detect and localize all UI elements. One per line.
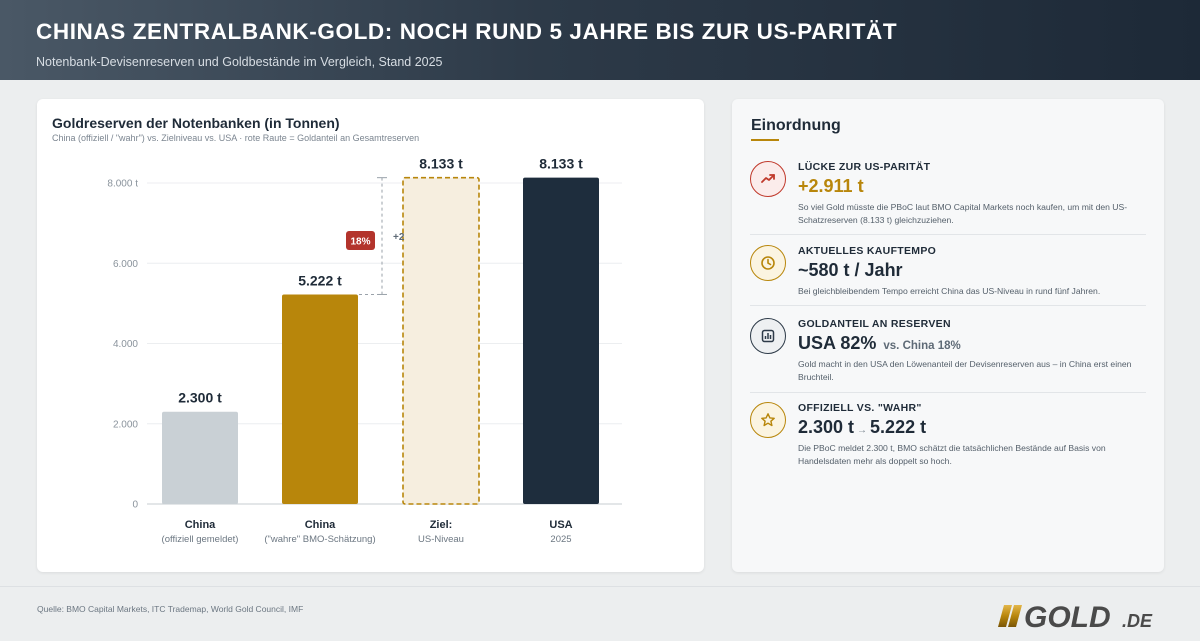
- bar-chart-icon: [750, 318, 786, 354]
- kpi-label: LÜCKE ZUR US-PARITÄT: [798, 161, 931, 173]
- kpi-value-official: 2.300 t: [798, 417, 855, 437]
- bar-value-label: 8.133 t: [419, 156, 463, 172]
- chart-card: 0 2.000 4.000 6.000 8.000 t 2.300 t China (offi…: [37, 99, 704, 572]
- y-tick-label: 4.000: [113, 339, 138, 350]
- kpi-description: So viel Gold müsste die PBoC laut BMO Ca…: [798, 202, 1128, 225]
- bar: [162, 411, 238, 504]
- bar-chart: 0 2.000 4.000 6.000 8.000 t 2.300 t China (offi…: [107, 156, 622, 545]
- footer-divider: [0, 586, 1200, 587]
- trend-up-icon: [750, 161, 786, 197]
- category-sublabel: ("wahre" BMO-Schätzung): [264, 534, 375, 545]
- y-tick-label: 0: [132, 500, 138, 511]
- title-underline: [751, 139, 779, 141]
- y-tick-label: 8.000 t: [107, 179, 138, 190]
- star-icon: [750, 402, 786, 438]
- kpi-value-compare: vs. China 18%: [883, 340, 961, 352]
- kpi-description: Die PBoC meldet 2.300 t, BMO schätzt die…: [798, 443, 1106, 466]
- kpi-description: Gold macht in den USA den Löwenanteil de…: [798, 359, 1132, 382]
- category-label: China: [185, 519, 216, 531]
- gap-label: +2: [393, 232, 405, 243]
- kpi-label: AKTUELLES KAUFTEMPO: [798, 245, 937, 257]
- divider: [750, 305, 1146, 306]
- logo-suffix: .DE: [1122, 611, 1153, 631]
- kpi-label: OFFIZIELL VS. "WAHR": [798, 402, 922, 414]
- divider: [750, 392, 1146, 393]
- bar-value-label: 2.300 t: [178, 390, 222, 406]
- divider: [750, 234, 1146, 235]
- context-panel: Einordnung LÜCKE ZUR US-PARITÄT +2.911 t…: [732, 99, 1164, 572]
- kpi-value-estimate: 5.222 t: [870, 417, 927, 437]
- logo-text: GOLD: [1024, 601, 1111, 633]
- category-sublabel: (offiziell gemeldet): [162, 534, 239, 545]
- gold-bars-icon: [998, 605, 1022, 627]
- category-label: USA: [549, 519, 572, 531]
- bar-value-label: 8.133 t: [539, 156, 583, 172]
- kpi-value: +2.911 t: [798, 176, 864, 196]
- arrow-right-icon: →: [857, 425, 868, 436]
- share-badge-label: 18%: [350, 237, 370, 248]
- kpi-label: GOLDANTEIL AN RESERVEN: [798, 318, 951, 330]
- category-label: Ziel:: [430, 519, 453, 531]
- bar: [282, 294, 358, 504]
- bar: [523, 177, 599, 504]
- kpi-value: USA 82%: [798, 333, 877, 353]
- kpi-value-row: USA 82% vs. China 18%: [798, 333, 1146, 354]
- bar-value-label: 5.222 t: [298, 272, 342, 288]
- share-badge: [346, 231, 375, 250]
- page-title: CHINAS ZENTRALBANK-GOLD: NOCH RUND 5 JAH…: [36, 19, 898, 44]
- source-note: Quelle: BMO Capital Markets, ITC Tradema…: [37, 604, 304, 614]
- chart-subtitle: China (offiziell / "wahr") vs. Zielnivea…: [52, 133, 420, 143]
- category-sublabel: 2025: [550, 534, 571, 545]
- bar: [402, 176, 480, 505]
- clock-icon: [750, 245, 786, 281]
- category-sublabel: US-Niveau: [418, 534, 464, 545]
- gold-de-logo: GOLD .DE: [998, 601, 1153, 633]
- header: CHINAS ZENTRALBANK-GOLD: NOCH RUND 5 JAH…: [0, 0, 1200, 80]
- chart-title: Goldreserven der Notenbanken (in Tonnen): [52, 115, 340, 131]
- context-title: Einordnung: [751, 117, 841, 134]
- kpi-value-row: 2.300 t → 5.222 t: [798, 417, 1146, 438]
- y-tick-label: 6.000: [113, 259, 138, 270]
- kpi-description: Bei gleichbleibendem Tempo erreicht Chin…: [798, 286, 1101, 296]
- y-tick-label: 2.000: [113, 419, 138, 430]
- page-subtitle: Notenbank-Devisenreserven und Goldbestän…: [36, 55, 443, 69]
- category-label: China: [305, 519, 336, 531]
- kpi-value: ~580 t / Jahr: [798, 260, 903, 280]
